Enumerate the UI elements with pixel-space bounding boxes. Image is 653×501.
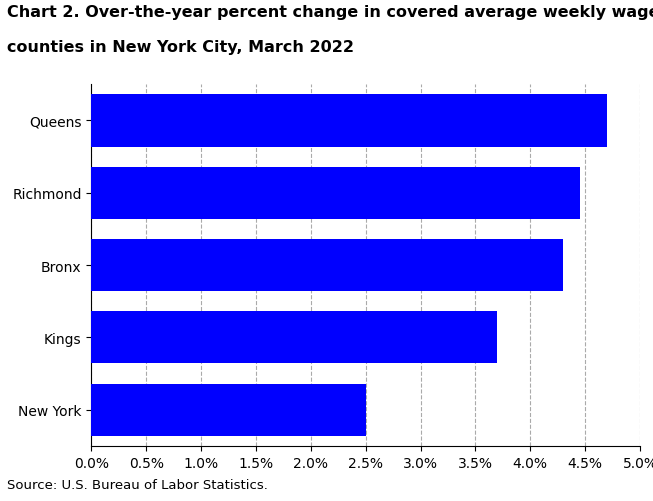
- Text: Chart 2. Over-the-year percent change in covered average weekly wages in the fiv: Chart 2. Over-the-year percent change in…: [7, 5, 653, 20]
- Bar: [91, 312, 498, 364]
- Bar: [91, 167, 580, 219]
- Bar: [91, 95, 607, 147]
- Text: counties in New York City, March 2022: counties in New York City, March 2022: [7, 40, 353, 55]
- Bar: [91, 239, 563, 292]
- Bar: [91, 384, 366, 436]
- Text: Source: U.S. Bureau of Labor Statistics.: Source: U.S. Bureau of Labor Statistics.: [7, 478, 268, 491]
